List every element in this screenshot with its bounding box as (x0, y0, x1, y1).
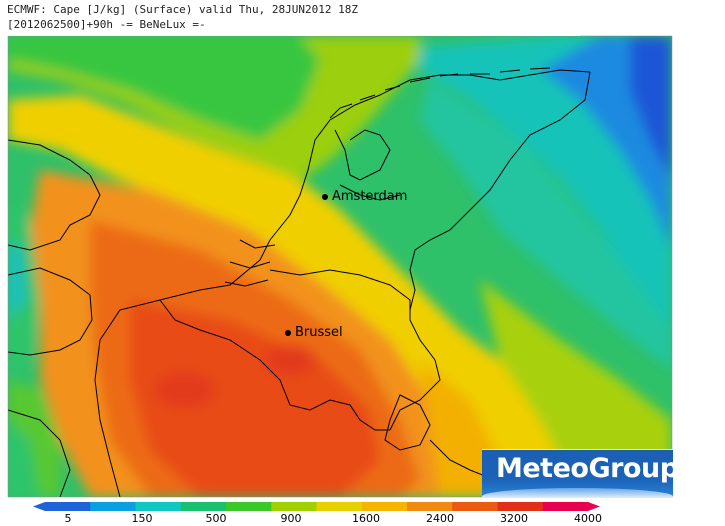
colorbar-label: 3200 (500, 512, 528, 525)
meteogroup-logo: MeteoGroup (482, 449, 679, 498)
colorbar-segment (271, 502, 317, 511)
colorbar-label: 2400 (426, 512, 454, 525)
cape-field (8, 36, 672, 497)
colorbar-label: 900 (280, 512, 302, 525)
colorbar-segment (90, 502, 136, 511)
colorbar-labels: 5 150 500 900 1600 2400 3200 4000 (0, 512, 725, 526)
colorbar-arrow-right (588, 502, 600, 511)
city-amsterdam: Amsterdam (322, 189, 407, 204)
map-header: ECMWF: Cape [J/kg] (Surface) valid Thu, … (5, 2, 580, 36)
city-marker-icon (285, 329, 291, 336)
colorbar-label: 4000 (574, 512, 602, 525)
colorbar-segment (407, 502, 453, 511)
colorbar-segment (135, 502, 182, 511)
city-brussel: Brussel (285, 325, 343, 340)
colorbar-label: 5 (64, 512, 72, 525)
logo-swoosh (482, 488, 673, 498)
colorbar-segment (497, 502, 544, 511)
city-marker-icon (322, 193, 328, 200)
city-label: Amsterdam (332, 189, 408, 204)
colorbar-label: 1600 (352, 512, 380, 525)
colorbar-arrow-left (33, 502, 45, 511)
colorbar-segment (316, 502, 363, 511)
colorbar-segment (542, 502, 589, 511)
colorbar-label: 150 (131, 512, 153, 525)
borders (8, 67, 591, 497)
colorbar-segment (361, 502, 408, 511)
colorbar (33, 502, 600, 511)
colorbar-segment (226, 502, 272, 511)
header-title: ECMWF: Cape [J/kg] (Surface) valid Thu, … (7, 3, 358, 16)
colorbar-segment (180, 502, 227, 511)
city-label: Brussel (295, 325, 343, 340)
colorbar-segment (452, 502, 498, 511)
header-run: [2012062500]+90h -= BeNeLux =- (7, 18, 206, 31)
colorbar-segment (45, 502, 91, 511)
logo-text: MeteoGroup (496, 453, 679, 484)
colorbar-label: 500 (205, 512, 227, 525)
